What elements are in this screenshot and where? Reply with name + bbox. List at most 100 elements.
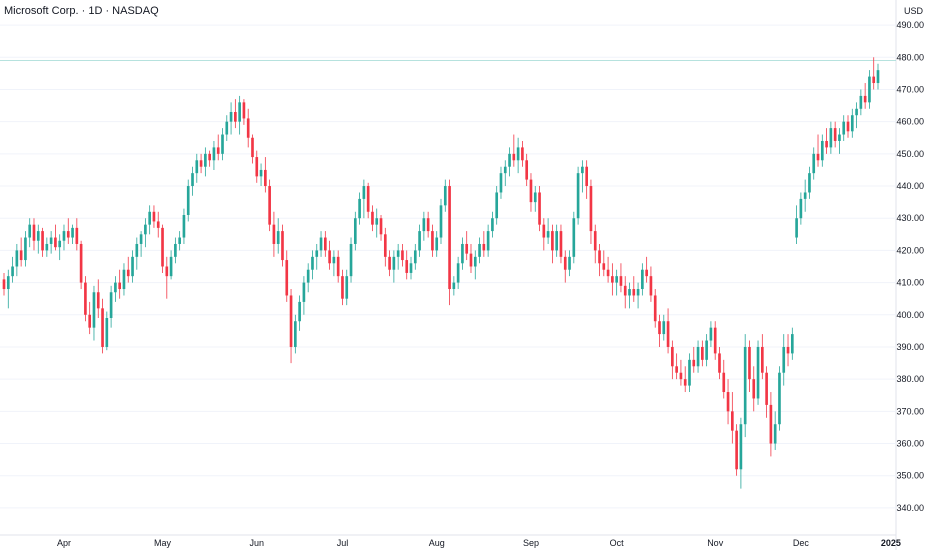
candle xyxy=(323,231,327,257)
candle xyxy=(709,321,713,347)
candle xyxy=(58,234,62,261)
candle xyxy=(456,256,460,290)
candle-body xyxy=(79,243,83,283)
candle xyxy=(516,137,520,174)
candle-body xyxy=(439,205,443,238)
candle xyxy=(126,256,130,283)
candle xyxy=(234,99,237,129)
candle-body xyxy=(413,250,417,264)
candle-body xyxy=(405,260,409,273)
x-tick-label: Dec xyxy=(793,538,810,548)
candle-body xyxy=(58,240,62,248)
candle xyxy=(319,231,323,257)
candle xyxy=(144,218,147,248)
x-tick-label: Oct xyxy=(610,538,625,548)
candle xyxy=(628,282,631,309)
candle xyxy=(362,179,366,219)
candle-body xyxy=(24,237,27,261)
candle-body xyxy=(773,424,777,444)
candle xyxy=(765,366,768,418)
candles xyxy=(2,57,880,489)
candle-body xyxy=(418,231,421,251)
candle xyxy=(701,340,704,367)
candle-body xyxy=(15,250,19,267)
candle xyxy=(876,63,880,90)
y-tick-label: 370.00 xyxy=(896,406,924,416)
candle-body xyxy=(62,231,66,241)
candle-body xyxy=(473,256,477,267)
candle xyxy=(225,115,229,141)
y-tick-label: 440.00 xyxy=(896,181,924,191)
candle-body xyxy=(105,318,109,347)
candle xyxy=(782,334,786,386)
time-axis[interactable]: AprMayJunJulAugSepOctNovDec2025FebMarApr… xyxy=(57,538,932,548)
candle xyxy=(366,182,370,219)
candle xyxy=(855,102,858,129)
candle-body xyxy=(876,70,880,84)
candle-body xyxy=(92,292,96,328)
candle-body xyxy=(808,173,811,193)
candle-body xyxy=(131,256,134,277)
candle-body xyxy=(816,153,820,161)
candle-body xyxy=(799,198,803,219)
candle xyxy=(401,243,404,267)
candle-body xyxy=(156,221,160,228)
candle xyxy=(109,285,113,328)
candle xyxy=(36,224,40,254)
price-axis[interactable]: 340.00 350.00 360.00 370.00 380.00 390.00 400.… xyxy=(896,20,924,513)
candle xyxy=(872,57,876,90)
candle xyxy=(41,227,44,257)
candle-body xyxy=(135,243,139,257)
candle xyxy=(2,272,6,296)
candle-body xyxy=(782,346,786,373)
candle xyxy=(833,121,837,148)
candle xyxy=(426,211,430,238)
candle-body xyxy=(576,173,580,219)
candle xyxy=(572,211,576,264)
candle-body xyxy=(842,121,846,135)
candle xyxy=(696,340,700,373)
candle-body xyxy=(525,160,529,180)
candle-body xyxy=(161,227,164,267)
grid-lines xyxy=(0,0,897,550)
candle-body xyxy=(345,276,349,299)
candle xyxy=(611,263,614,296)
candle-body xyxy=(551,231,554,251)
candle-body xyxy=(306,269,310,283)
candle-body xyxy=(456,263,460,283)
candle xyxy=(452,276,456,296)
candle-body xyxy=(735,430,738,470)
candle xyxy=(71,224,74,244)
candle-body xyxy=(743,346,747,425)
candle-body xyxy=(803,192,807,199)
candle xyxy=(336,250,340,283)
candle-body xyxy=(289,295,293,347)
candle xyxy=(563,250,567,283)
candle xyxy=(276,218,280,254)
candle xyxy=(846,115,850,138)
candle-body xyxy=(443,186,447,206)
candle xyxy=(448,179,451,306)
candle xyxy=(636,282,640,309)
candle xyxy=(418,224,421,257)
candle xyxy=(396,243,400,270)
candle-body xyxy=(259,169,263,177)
candle xyxy=(148,205,151,235)
candle-body xyxy=(688,359,691,386)
candle-body xyxy=(144,224,147,235)
candle-body xyxy=(212,147,216,161)
candle-body xyxy=(349,243,353,277)
candle-body xyxy=(221,134,224,154)
candle-body xyxy=(863,95,867,103)
candle-body xyxy=(812,153,816,174)
candle-body xyxy=(264,169,267,187)
chart-title: Microsoft Corp. · 1D · NASDAQ xyxy=(4,5,159,17)
candle xyxy=(156,211,160,238)
y-tick-label: 420.00 xyxy=(896,245,924,255)
candle xyxy=(829,121,833,154)
candle xyxy=(482,231,486,257)
x-tick-label: Nov xyxy=(707,538,724,548)
candle xyxy=(499,166,503,199)
candle-body xyxy=(435,237,439,251)
